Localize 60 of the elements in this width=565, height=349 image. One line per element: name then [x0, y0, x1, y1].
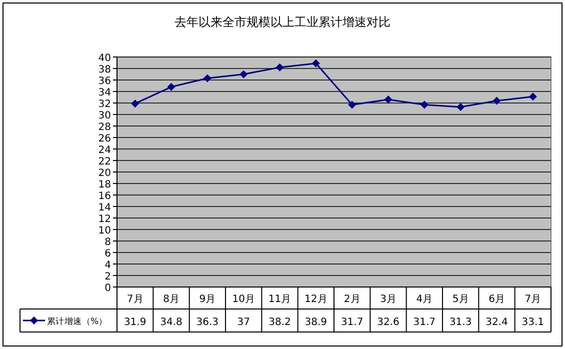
point [384, 96, 392, 104]
data-label: 31.9 [124, 317, 146, 328]
data-label: 36.3 [196, 317, 219, 328]
y-tick-label: 28 [98, 122, 111, 133]
point [276, 63, 284, 72]
legend: 累计增速（%） [23, 316, 107, 327]
data-label: 38.2 [268, 317, 291, 328]
y-tick-label: 40 [98, 53, 111, 64]
x-tick-label: 7月 [524, 294, 542, 305]
point [240, 70, 248, 78]
point [167, 82, 176, 91]
y-tick-label: 6 [104, 248, 111, 260]
data-label: 31.7 [340, 317, 364, 328]
y-tick-label: 4 [104, 260, 111, 271]
y-tick-label: 10 [98, 226, 111, 236]
x-tick-label: 6月 [488, 294, 505, 305]
x-tick-label: 9月 [199, 294, 216, 305]
data-label: 32.6 [377, 317, 400, 328]
title: 去年以来全市规模以上工业累计增速对比 [174, 15, 390, 29]
y-tick-label: 18 [98, 180, 111, 190]
x-tick-label: 10月 [232, 294, 255, 305]
y-tick-label: 30 [98, 110, 111, 122]
y-tick-label: 2 [104, 272, 111, 282]
point [456, 103, 465, 112]
y-tick-label: 26 [98, 134, 111, 144]
y-tick-label: 24 [98, 145, 111, 156]
x-tick-label: 5月 [452, 294, 469, 305]
x-tick-label: 3月 [380, 294, 396, 305]
x-tick-label: 4月 [416, 294, 433, 305]
y-tick-label: 12 [98, 214, 111, 225]
y-tick-label: 32 [98, 99, 111, 110]
y-tick-label: 8 [104, 237, 111, 248]
x-tick-label: 8月 [163, 294, 180, 305]
x-tick-label: 7月 [126, 294, 144, 305]
point [203, 74, 212, 82]
y-tick-label: 38 [98, 64, 111, 76]
x-tick-label: 2月 [344, 294, 360, 305]
y-tick-label: 36 [98, 76, 111, 87]
point [131, 100, 140, 108]
data-label: 37 [237, 317, 250, 328]
y-tick-label: 34 [98, 88, 111, 98]
y-tick-label: 22 [98, 156, 111, 168]
legend-label: 累计增速（%） [47, 316, 107, 327]
y-tick-label: 0 [104, 283, 111, 294]
y-tick-label: 14 [98, 202, 111, 214]
data-label: 32.4 [486, 317, 508, 328]
y-tick-label: 20 [98, 168, 111, 179]
point [312, 59, 320, 68]
point [420, 100, 428, 109]
data-label: 33.1 [522, 317, 544, 328]
data-label: 34.8 [160, 317, 182, 328]
x-tick-label: 11月 [268, 294, 292, 305]
y-tick-label: 16 [98, 191, 111, 202]
point [348, 100, 356, 109]
point [528, 92, 537, 101]
x-tick-label: 12月 [304, 294, 328, 305]
data-label: 38.9 [304, 317, 328, 328]
data-label: 31.3 [449, 317, 472, 328]
point [492, 96, 501, 105]
data-label: 31.7 [413, 317, 436, 328]
